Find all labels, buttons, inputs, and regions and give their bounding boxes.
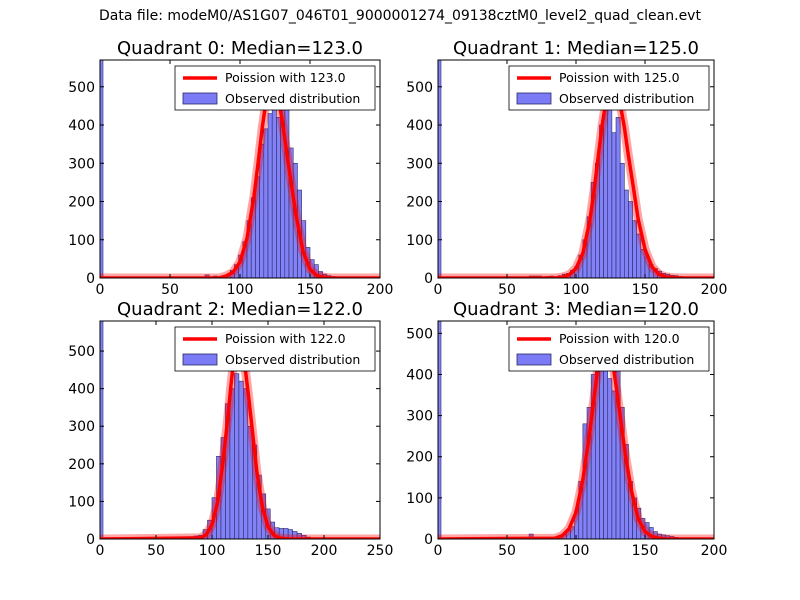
quadrant-1-chart: 0 50 100 150 200 0 100 200 300 400 500 Quadrant 1: … [406, 38, 727, 298]
histogram-bar [628, 201, 633, 278]
y-tick-label: 100 [68, 494, 95, 510]
legend-label-observed: Observed distribution [559, 91, 694, 106]
y-tick-label: 0 [424, 532, 433, 548]
y-tick-label: 400 [68, 382, 95, 398]
quadrant-0-chart: 0 50 100 150 200 0 100 200 300 400 500 Quadrant 0: … [68, 38, 393, 298]
y-tick-label: 200 [406, 450, 433, 466]
y-tick-label: 400 [406, 367, 433, 383]
plot-area [438, 60, 714, 278]
x-tick-label: 50 [498, 543, 516, 559]
x-tick-label: 150 [632, 282, 659, 298]
x-tick-label: 0 [434, 543, 443, 559]
x-tick-label: 150 [632, 543, 659, 559]
histogram-bar [271, 101, 277, 278]
axes-frame [99, 320, 381, 540]
x-tick-label: 200 [311, 543, 338, 559]
histogram-bar [276, 117, 281, 278]
x-tick-label: 100 [199, 543, 226, 559]
y-tick-label: 300 [68, 419, 95, 435]
y-tick-label: 200 [68, 195, 95, 211]
histogram-bar [263, 128, 269, 278]
legend-swatch-observed [516, 353, 552, 366]
x-tick-label: 100 [227, 282, 254, 298]
x-tick-label: 0 [434, 282, 443, 298]
x-tick-label: 150 [255, 543, 282, 559]
histogram-bar [607, 378, 613, 539]
legend-label-poisson: Poission with 123.0 [225, 70, 346, 85]
legend: Poission with 123.0 Observed distribution [174, 65, 376, 111]
histogram-bar [615, 117, 621, 278]
x-tick-label: 0 [96, 282, 105, 298]
histogram-bar [623, 189, 629, 278]
histogram-bar-zero [438, 60, 442, 278]
figure-title: Data file: modeM0/AS1G07_046T01_90000012… [99, 8, 701, 24]
plot-area [438, 321, 714, 539]
histogram-bar-zero [100, 60, 104, 278]
y-tick-label: 100 [406, 491, 433, 507]
quadrant-2-chart: 0 50 100 150 200 250 0 100 200 300 400 500 Quadrant … [68, 299, 393, 559]
histogram-bar [611, 132, 617, 278]
histogram-bar [603, 345, 609, 539]
histogram-bar [267, 113, 273, 278]
legend: Poission with 122.0 Observed distribution [174, 326, 376, 372]
x-tick-label: 200 [367, 282, 394, 298]
quadrant-title: Quadrant 0: Median=123.0 [117, 38, 363, 59]
y-tick-label: 500 [68, 80, 95, 96]
legend: Poission with 125.0 Observed distribution [508, 65, 710, 111]
histogram-bar [607, 109, 613, 278]
legend-label-observed: Observed distribution [225, 91, 360, 106]
histogram-bar-zero [100, 321, 104, 539]
legend-label-poisson: Poission with 125.0 [559, 70, 680, 85]
legend-label-observed: Observed distribution [225, 352, 360, 367]
legend-label-observed: Observed distribution [559, 352, 694, 367]
y-tick-label: 100 [68, 233, 95, 249]
y-tick-label: 400 [406, 118, 433, 134]
histogram-bar [619, 162, 625, 278]
legend-label-poisson: Poission with 122.0 [225, 331, 346, 346]
y-tick-label: 100 [406, 233, 433, 249]
y-tick-label: 200 [406, 195, 433, 211]
legend-swatch-observed [516, 92, 552, 105]
legend-label-poisson: Poission with 120.0 [559, 331, 680, 346]
x-tick-label: 50 [147, 543, 165, 559]
y-tick-label: 500 [406, 326, 433, 342]
y-tick-label: 400 [68, 118, 95, 134]
x-tick-label: 50 [161, 282, 179, 298]
x-tick-label: 100 [563, 282, 590, 298]
x-tick-label: 200 [701, 543, 728, 559]
histogram-bar-zero [438, 321, 442, 539]
histogram-bar [234, 373, 240, 539]
y-tick-label: 300 [406, 409, 433, 425]
x-tick-label: 200 [701, 282, 728, 298]
legend: Poission with 120.0 Observed distribution [508, 326, 710, 372]
y-tick-label: 0 [424, 271, 433, 287]
legend-swatch-observed [182, 92, 218, 105]
x-tick-label: 250 [367, 543, 394, 559]
y-tick-label: 0 [86, 271, 95, 287]
y-tick-label: 500 [68, 344, 95, 360]
quadrant-title: Quadrant 3: Median=120.0 [453, 299, 699, 320]
y-tick-label: 0 [86, 532, 95, 548]
y-tick-label: 200 [68, 457, 95, 473]
y-tick-label: 300 [406, 156, 433, 172]
quadrant-title: Quadrant 1: Median=125.0 [453, 38, 699, 59]
x-tick-label: 100 [563, 543, 590, 559]
x-tick-label: 0 [96, 543, 105, 559]
histogram-bar [238, 380, 244, 539]
legend-swatch-observed [182, 353, 218, 366]
y-tick-label: 500 [406, 80, 433, 96]
x-tick-label: 50 [498, 282, 516, 298]
y-tick-label: 300 [68, 156, 95, 172]
x-tick-label: 150 [297, 282, 324, 298]
quadrant-3-chart: 0 50 100 150 200 0 100 200 300 400 500 Quadrant 3: … [406, 299, 727, 559]
quadrant-title: Quadrant 2: Median=122.0 [117, 299, 363, 320]
